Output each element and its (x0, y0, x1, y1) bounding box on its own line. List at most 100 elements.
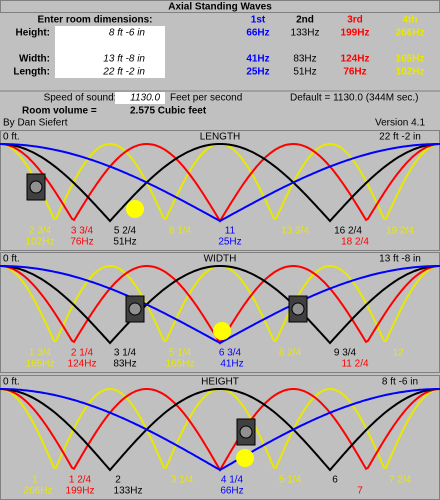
frequency-label: 165Hz (166, 359, 195, 370)
position-label: 3 1/4 (114, 348, 137, 359)
panel (0, 130, 440, 251)
frequency-label: 51Hz (113, 237, 136, 248)
column-header: 1st (251, 15, 266, 26)
volume-label: Room volume = (22, 106, 97, 117)
dimension-label: Height: (16, 28, 50, 39)
frequency: 199Hz (341, 28, 370, 39)
frequency: 102Hz (396, 67, 425, 78)
frequency-label: 165Hz (26, 359, 55, 370)
position-label: 1 2/4 (69, 475, 92, 486)
position-label: 8 2/4 (279, 348, 302, 359)
panel-start: 0 ft. (3, 132, 20, 143)
frequency: 25Hz (246, 67, 269, 78)
speed-input[interactable] (115, 92, 165, 104)
dimension-value[interactable]: 13 ft -8 in (103, 54, 145, 65)
position-label: 2 (115, 475, 121, 486)
frequency-label: 199Hz (66, 486, 95, 497)
speaker-cone (29, 180, 43, 194)
frequency-label: 7 (357, 486, 363, 497)
frequency-label: 124Hz (68, 359, 97, 370)
position-label: 19 2/4 (386, 226, 414, 237)
position-label: 6 3/4 (219, 348, 242, 359)
panel-size: 13 ft -8 in (379, 254, 421, 265)
frequency-label: 76Hz (70, 237, 93, 248)
version: Version 4.1 (375, 118, 425, 129)
speed-label: Speed of sound: (44, 93, 117, 104)
dimension-label: Width: (19, 54, 50, 65)
position-label: 4 1/4 (221, 475, 244, 486)
wave-curve (0, 388, 440, 472)
panel (0, 252, 440, 373)
prompt: Enter room dimensions: (37, 15, 152, 26)
wave-curve (0, 265, 440, 345)
frequency: 133Hz (291, 28, 320, 39)
panel-title: LENGTH (200, 132, 241, 143)
frequency: 76Hz (343, 67, 366, 78)
frequency-label: 66Hz (220, 486, 243, 497)
frequency-label: 41Hz (220, 359, 243, 370)
position-label: 8 1/4 (169, 226, 192, 237)
frequency: 124Hz (341, 54, 370, 65)
column-header: 3rd (347, 15, 363, 26)
dimension-label: Length: (13, 67, 50, 78)
column-header: 4th (403, 15, 418, 26)
position-label: 16 2/4 (334, 226, 362, 237)
frequency-label: 133Hz (114, 486, 143, 497)
panel-start: 0 ft. (3, 254, 20, 265)
dimension-value[interactable]: 8 ft -6 in (109, 28, 146, 39)
frequency-label: 18 2/4 (341, 237, 369, 248)
default-note: Default = 1130.0 (344M sec.) (290, 93, 419, 104)
frequency: 41Hz (246, 54, 269, 65)
frequency-label: 266Hz (24, 486, 53, 497)
position-label: 5 2/4 (114, 226, 137, 237)
wave-curve (0, 143, 440, 223)
position-label: 5 1/4 (169, 348, 192, 359)
frequency-label: 102Hz (26, 237, 55, 248)
position-label: 2 1/4 (71, 348, 94, 359)
panel-title: WIDTH (204, 254, 237, 265)
speaker-cone (128, 302, 142, 316)
author: By Dan Siefert (3, 118, 68, 129)
frequency-label: 25Hz (218, 237, 241, 248)
position-label: 3 3/4 (71, 226, 94, 237)
position-label: 11 (225, 226, 236, 237)
panel-size: 8 ft -6 in (382, 377, 418, 388)
volume-value: 2.575 Cubic feet (130, 106, 207, 117)
smiley-icon (126, 200, 144, 218)
frequency: 266Hz (396, 28, 425, 39)
smiley-icon (213, 322, 231, 340)
title: Axial Standing Waves (168, 2, 272, 13)
position-label: 6 (332, 475, 338, 486)
frequency: 66Hz (246, 28, 269, 39)
position-label: 9 3/4 (334, 348, 357, 359)
frequency-label: 83Hz (113, 359, 136, 370)
position-label: 1 (32, 475, 38, 486)
frequency: 165Hz (396, 54, 425, 65)
speaker-cone (239, 425, 253, 439)
wave-curve (0, 388, 440, 472)
panel-title: HEIGHT (201, 377, 239, 388)
position-label: 13 3/4 (281, 226, 309, 237)
wave-curve (0, 265, 440, 345)
speed-unit: Feet per second (170, 93, 242, 104)
position-label: 5 1/4 (279, 475, 302, 486)
speaker-cone (291, 302, 305, 316)
frequency: 83Hz (293, 54, 316, 65)
position-label: 12 (392, 348, 404, 359)
speed-value[interactable]: 1130.0 (130, 93, 160, 104)
panel-size: 22 ft -2 in (379, 132, 421, 143)
column-header: 2nd (296, 15, 314, 26)
panel (0, 375, 440, 500)
wave-curve (0, 143, 440, 223)
dimension-value[interactable]: 22 ft -2 in (102, 67, 145, 78)
position-label: 1 3/4 (29, 348, 52, 359)
frequency: 51Hz (293, 67, 316, 78)
position-label: 3 1/4 (171, 475, 194, 486)
input-box[interactable] (55, 26, 165, 78)
frequency-label: 11 2/4 (341, 359, 368, 370)
position-label: 7 2/4 (389, 475, 412, 486)
panel-start: 0 ft. (3, 377, 20, 388)
smiley-icon (236, 449, 254, 467)
position-label: 2 3/4 (29, 226, 52, 237)
